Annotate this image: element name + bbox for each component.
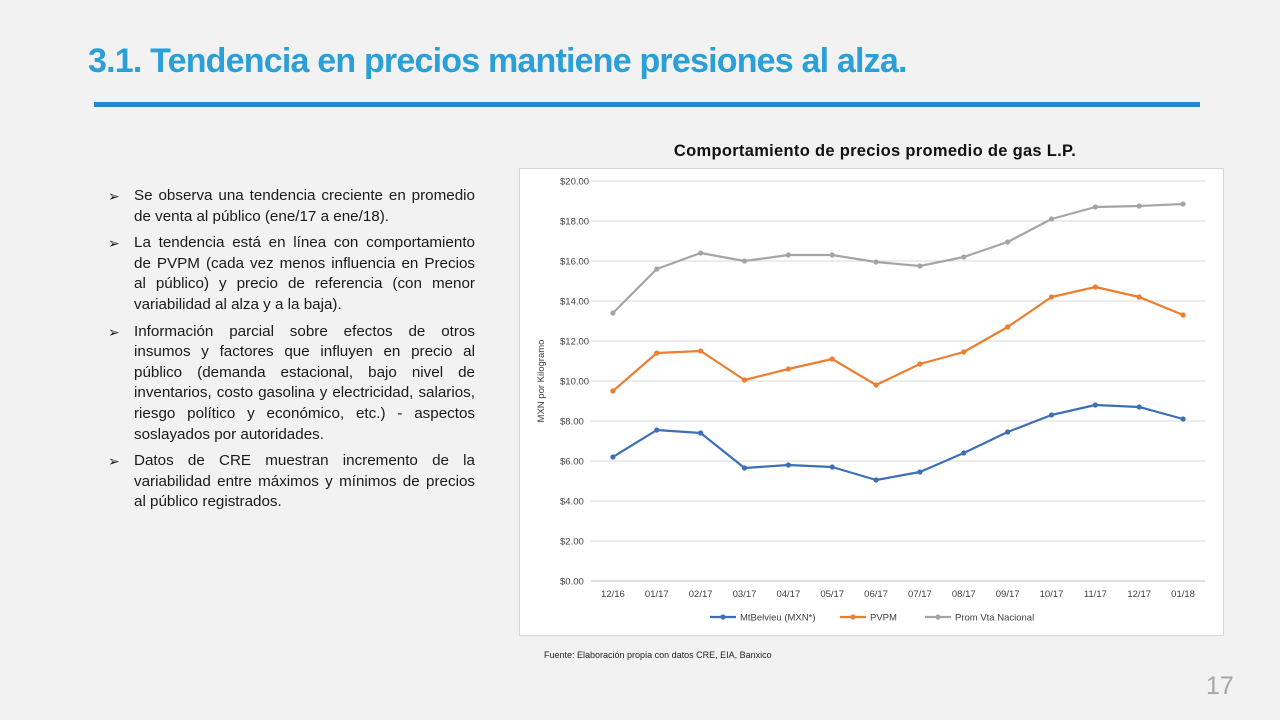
data-point [785,252,791,258]
y-tick-label: $12.00 [560,337,589,348]
x-tick-label: 12/17 [1127,589,1151,600]
data-point [654,350,660,356]
arrow-bullet-icon: ➢ [108,323,120,340]
data-point [741,465,748,471]
x-tick-label: 04/17 [776,589,800,600]
series-line [612,285,1184,392]
data-point [1092,402,1098,408]
x-tick-label: 07/17 [908,589,932,600]
data-point [1092,284,1098,290]
x-tick-label: 10/17 [1040,589,1064,600]
bullet-text: Se observa una tendencia creciente en pr… [134,187,475,225]
arrow-bullet-icon: ➢ [108,235,120,252]
data-point [917,263,923,269]
line-chart: $0.00 $2.00 $4.00 $6.00 $8.00 $10.00 $12.00 $14… [536,177,1205,624]
data-point [1048,412,1055,418]
data-point [741,377,748,383]
legend-label: Prom Vta Nacional [955,613,1034,624]
data-point [1005,239,1011,245]
data-point [1136,404,1142,410]
data-point [829,464,835,470]
bullet-item: ➢ Información parcial sobre efectos de ot… [108,322,475,446]
y-tick-label: $10.00 [560,377,589,388]
data-point [917,361,923,367]
data-point [610,310,616,316]
bullet-text: Información parcial sobre efectos de otr… [134,322,475,443]
data-point [961,349,967,355]
arrow-bullet-icon: ➢ [108,188,120,204]
chart-title: Comportamiento de precios promedio de ga… [673,142,1077,160]
data-point [873,259,879,265]
data-point [873,477,879,483]
y-axis-label: MXN por Kilogramo [536,340,547,423]
bullet-item: ➢ Datos de CRE muestran incremento de la … [108,451,475,513]
slide-title: 3.1. Tendencia en precios mantiene presi… [88,42,907,80]
data-point [1180,416,1186,422]
x-tick-label: 02/17 [689,589,713,600]
bullet-item: ➢ La tendencia está en línea con comporta… [108,233,475,315]
x-tick-label: 12/16 [601,589,625,600]
y-tick-label: $18.00 [560,217,589,228]
title-divider [94,102,1200,107]
source-note: Fuente: Elaboración propia con datos CRE… [544,650,772,660]
data-point [1136,294,1142,300]
data-point [961,450,967,456]
data-point [785,462,791,468]
bullet-text: La tendencia está en línea con comportam… [134,234,475,313]
data-point [654,266,660,272]
data-point [1005,324,1011,330]
data-point [1180,312,1186,318]
x-tick-label: 09/17 [996,589,1020,600]
x-tick-label: 01/17 [645,589,669,600]
legend-marker [720,614,726,620]
data-point [829,356,835,362]
series-line [612,202,1184,314]
data-point [654,427,660,433]
data-point [698,430,704,436]
x-tick-label: 08/17 [952,589,976,600]
page-number: 17 [1206,672,1234,700]
y-tick-label: $6.00 [560,457,584,468]
arrow-bullet-icon: ➢ [108,453,120,470]
y-tick-label: $4.00 [560,497,584,508]
data-point [1005,429,1011,435]
data-point [610,454,616,460]
legend-marker [935,614,941,620]
bullet-item: ➢ Se observa una tendencia creciente en p… [108,186,475,227]
y-tick-label: $0.00 [560,577,584,588]
x-tick-label: 03/17 [733,589,757,600]
x-tick-label: 05/17 [820,589,844,600]
data-point [698,250,704,256]
x-tick-label: 01/18 [1171,589,1195,600]
x-tick-label: 11/17 [1084,589,1107,600]
y-tick-label: $20.00 [560,177,589,188]
y-tick-label: $16.00 [560,257,589,268]
y-tick-label: $8.00 [560,417,584,428]
data-point [1180,201,1186,207]
legend-marker [850,614,856,620]
x-tick-label: 06/17 [864,589,888,600]
data-point [873,382,879,388]
legend-label: PVPM [870,613,897,624]
data-point [961,254,967,260]
data-point [698,348,704,354]
data-point [741,258,748,264]
data-point [829,252,835,258]
data-point [785,366,791,372]
data-point [1136,203,1142,209]
data-point [917,469,923,475]
data-point [610,388,616,394]
legend-label: MtBelvieu (MXN*) [740,613,816,624]
bullet-text: Datos de CRE muestran incremento de la v… [134,452,475,511]
chart-area: $0.00 $2.00 $4.00 $6.00 $8.00 $10.00 $12.00 $14… [519,168,1224,636]
data-point [1092,204,1098,210]
y-tick-label: $14.00 [560,297,589,308]
data-point [1048,294,1055,300]
data-point [1048,216,1055,222]
y-tick-label: $2.00 [560,537,584,548]
series-line [612,403,1184,482]
bullet-list: ➢ Se observa una tendencia creciente en p… [108,186,475,519]
